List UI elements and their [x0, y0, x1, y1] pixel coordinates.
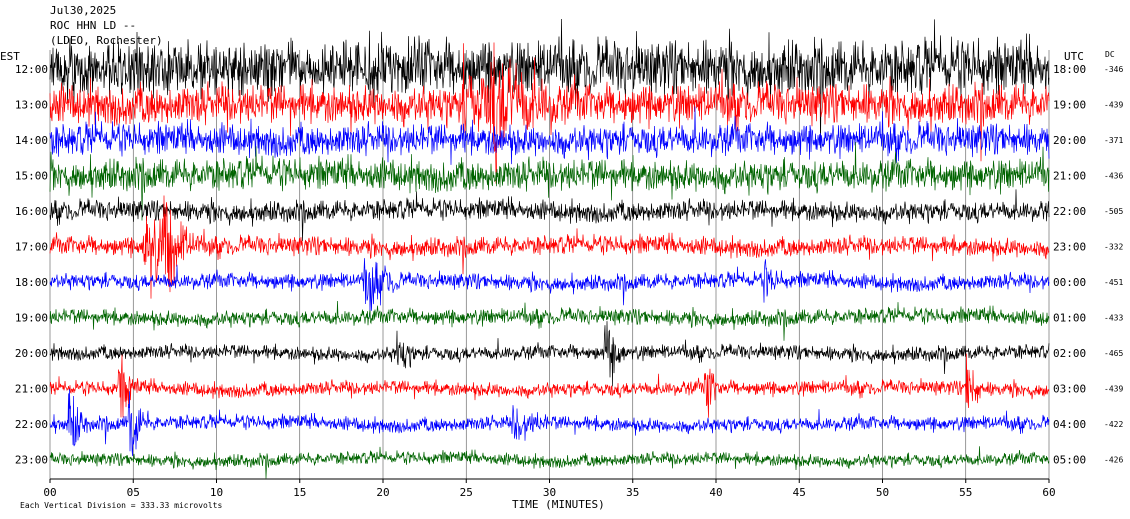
utc-label: UTC — [1064, 50, 1084, 63]
x-tick-label: 25 — [460, 486, 473, 499]
header-station: ROC HHN LD -- — [50, 19, 137, 32]
dc-value: -451 — [1104, 278, 1123, 287]
est-time-label: 22:00 — [15, 418, 48, 431]
x-tick-label: 00 — [43, 486, 56, 499]
trace-2200 — [49, 389, 1050, 457]
x-tick-label: 40 — [709, 486, 722, 499]
row-labels: 12:00 18:00 -346 13:00 19:00 -439 14:00 20:00 -3… — [15, 63, 1124, 467]
dc-value: -422 — [1104, 420, 1123, 429]
scale-note: Each Vertical Division = 333.33 microvol… — [20, 501, 222, 510]
trace-1900 — [49, 300, 1050, 341]
dc-value: -371 — [1104, 136, 1123, 145]
utc-time-label: 00:00 — [1053, 276, 1086, 289]
seismic-traces — [49, 18, 1050, 479]
utc-time-label: 03:00 — [1053, 383, 1086, 396]
est-time-label: 17:00 — [15, 241, 48, 254]
trace-1800 — [49, 258, 1050, 318]
utc-time-label: 22:00 — [1053, 205, 1086, 218]
est-time-label: 12:00 — [15, 63, 48, 76]
trace-2100 — [49, 353, 1050, 418]
utc-time-label: 20:00 — [1053, 134, 1086, 147]
trace-1400 — [49, 106, 1050, 165]
trace-1500 — [49, 141, 1050, 221]
trace-2300 — [49, 446, 1050, 479]
dc-value: -436 — [1104, 172, 1123, 181]
dc-value: -439 — [1104, 385, 1123, 394]
x-tick-label: 10 — [210, 486, 223, 499]
x-tick-label: 55 — [959, 486, 972, 499]
trace-1300 — [49, 42, 1050, 184]
x-axis: 00 05 10 15 20 25 30 35 40 45 50 55 60 — [43, 479, 1056, 499]
header-date: Jul30,2025 — [50, 4, 117, 17]
x-tick-label: 60 — [1042, 486, 1055, 499]
dc-value: -505 — [1104, 207, 1123, 216]
est-time-label: 15:00 — [15, 170, 48, 183]
x-tick-label: 30 — [543, 486, 556, 499]
trace-2000 — [49, 321, 1050, 387]
est-time-label: 16:00 — [15, 205, 48, 218]
est-time-label: 13:00 — [15, 99, 48, 112]
dc-value: -426 — [1104, 456, 1123, 465]
est-time-label: 23:00 — [15, 454, 48, 467]
dc-value: -465 — [1104, 349, 1123, 358]
utc-time-label: 05:00 — [1053, 454, 1086, 467]
dc-value: -346 — [1104, 65, 1123, 74]
est-time-label: 20:00 — [15, 347, 48, 360]
est-time-label: 19:00 — [15, 312, 48, 325]
trace-1700 — [49, 195, 1050, 299]
est-time-label: 14:00 — [15, 134, 48, 147]
utc-time-label: 01:00 — [1053, 312, 1086, 325]
x-tick-label: 20 — [376, 486, 389, 499]
utc-time-label: 23:00 — [1053, 241, 1086, 254]
x-axis-title: TIME (MINUTES) — [512, 498, 605, 511]
est-label: EST — [0, 50, 20, 63]
dc-value: -433 — [1104, 314, 1123, 323]
est-time-label: 21:00 — [15, 383, 48, 396]
utc-time-label: 02:00 — [1053, 347, 1086, 360]
utc-time-label: 19:00 — [1053, 99, 1086, 112]
x-tick-label: 45 — [793, 486, 806, 499]
dc-label: DC — [1105, 50, 1115, 59]
trace-1200 — [49, 18, 1050, 149]
utc-time-label: 21:00 — [1053, 170, 1086, 183]
dc-value: -439 — [1104, 101, 1123, 110]
trace-1600 — [49, 189, 1050, 242]
utc-time-label: 04:00 — [1053, 418, 1086, 431]
x-tick-label: 15 — [293, 486, 306, 499]
est-time-label: 18:00 — [15, 276, 48, 289]
utc-time-label: 18:00 — [1053, 63, 1086, 76]
x-tick-label: 35 — [626, 486, 639, 499]
x-tick-label: 05 — [127, 486, 140, 499]
dc-value: -332 — [1104, 243, 1123, 252]
x-tick-label: 50 — [876, 486, 889, 499]
